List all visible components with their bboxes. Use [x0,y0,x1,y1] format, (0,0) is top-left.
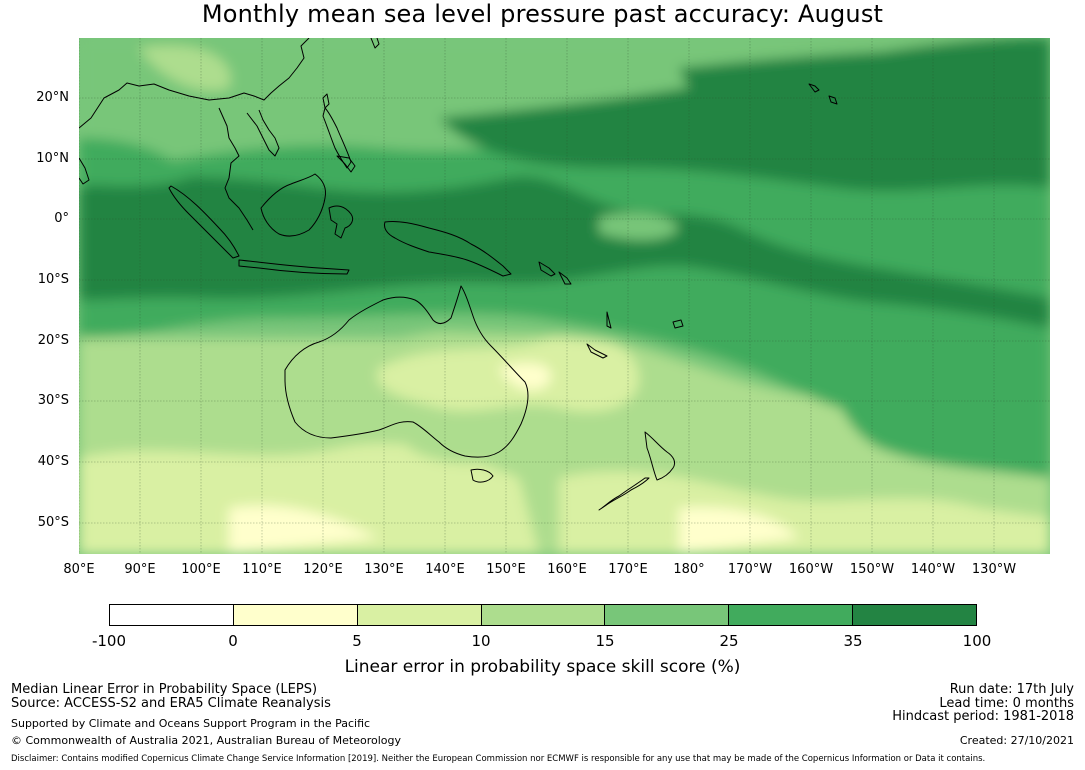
colorbar-segment [605,605,730,625]
lat-label-20s: 20°S [37,333,69,348]
colorbar-segment [357,605,482,625]
colorbar-segment [233,605,358,625]
colorbar [109,604,977,626]
footer-source: Source: ACCESS-S2 and ERA5 Climate Reana… [11,696,331,711]
colorbar-segment [110,605,234,625]
lat-label-0: 0° [54,211,69,226]
colorbar-segment [481,605,606,625]
colorbar-tick: 10 [471,632,491,650]
skill-field [79,38,1050,554]
lat-label-10s: 10°S [37,272,69,287]
lon-label-140w: 140°W [910,562,956,577]
colorbar-label: Linear error in probability space skill … [344,657,741,677]
colorbar-tick: 5 [352,632,362,650]
lon-label-170w: 170°W [727,562,773,577]
footer-support: Supported by Climate and Oceans Support … [11,717,371,730]
graticule [79,38,1050,554]
lon-label-170e: 170°E [608,562,648,577]
created-date: Created: 27/10/2021 [959,734,1074,747]
lat-label-40s: 40°S [37,454,69,469]
run-date: Run date: 17th July [949,682,1074,697]
colorbar-tick: -100 [91,632,127,650]
lat-label-30s: 30°S [37,393,69,408]
colorbar-tick: 25 [719,632,739,650]
lon-label-160w: 160°W [788,562,834,577]
lead-time: Lead time: 0 months [939,696,1074,711]
lat-label-20n: 20°N [36,90,69,105]
lon-label-150w: 150°W [849,562,895,577]
lon-label-90e: 90°E [124,562,156,577]
disclaimer: Disclaimer: Contains modified Copernicus… [11,754,986,764]
lon-label-100e: 100°E [181,562,221,577]
lat-label-50s: 50°S [37,515,69,530]
skill-score-map [79,38,1050,554]
colorbar-segment [729,605,854,625]
colorbar-tick: 0 [228,632,238,650]
footer-method: Median Linear Error in Probability Space… [11,682,318,697]
footer-copyright: © Commonwealth of Australia 2021, Austra… [11,734,401,747]
lon-label-130e: 130°E [364,562,404,577]
colorbar-tick: 15 [595,632,615,650]
lon-label-150e: 150°E [486,562,526,577]
colorbar-tick: 100 [962,632,992,650]
skill-score-field [79,38,1050,554]
hindcast-period: Hindcast period: 1981-2018 [892,709,1074,724]
lon-label-130w: 130°W [971,562,1017,577]
lon-label-80e: 80°E [63,562,95,577]
lon-label-180: 180° [673,562,705,577]
lon-label-110e: 110°E [242,562,282,577]
lat-label-10n: 10°N [36,151,69,166]
coastlines [79,38,838,511]
colorbar-tick: 35 [843,632,863,650]
lon-label-140e: 140°E [425,562,465,577]
lon-label-160e: 160°E [547,562,587,577]
lon-label-120e: 120°E [303,562,343,577]
colorbar-segment [853,605,977,625]
map-title: Monthly mean sea level pressure past acc… [201,0,884,28]
